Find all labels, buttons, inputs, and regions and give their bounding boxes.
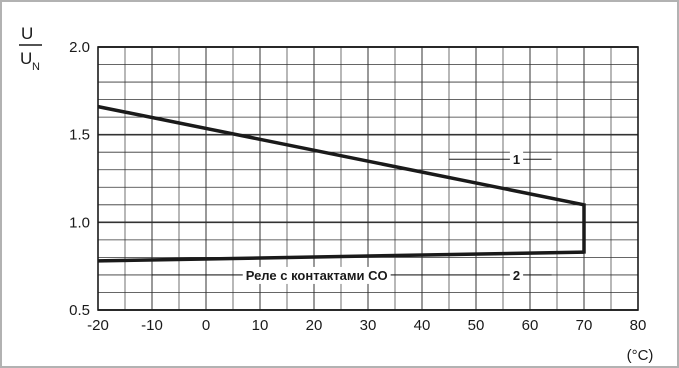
ylabel-bottom-subscript: N xyxy=(32,61,40,73)
annotation-label-2-bg xyxy=(509,266,524,284)
series-line-2 xyxy=(97,250,585,263)
annotation-label-co-bg xyxy=(242,266,391,284)
x-tick-label: 30 xyxy=(360,317,377,334)
y-tick-label: 2.0 xyxy=(69,39,90,56)
x-tick-label: 10 xyxy=(252,317,269,334)
x-unit-label: (°C) xyxy=(627,347,654,364)
x-tick-label: 0 xyxy=(202,317,210,334)
x-tick-label: 80 xyxy=(630,317,647,334)
axis-labels: U U N (°C) xyxy=(19,24,653,364)
ylabel-top: U xyxy=(21,24,33,43)
x-tick-label: 40 xyxy=(414,317,431,334)
x-tick-label: 60 xyxy=(522,317,539,334)
tick-labels: -20 -10 0 10 20 30 40 50 60 70 80 0.5 1.0 1.5 2.0 xyxy=(69,39,646,334)
annotation-label-co: Реле с контактами CO xyxy=(246,268,388,283)
x-tick-label: -20 xyxy=(87,317,109,334)
y-tick-label: 1.5 xyxy=(69,127,90,144)
annotation-label-1-bg xyxy=(509,151,524,169)
annotation-label-1: 1 xyxy=(513,152,520,167)
annotation-label-2: 2 xyxy=(513,268,520,283)
series-line-1 xyxy=(97,104,585,207)
y-tick-label: 0.5 xyxy=(69,302,90,319)
y-tick-label: 1.0 xyxy=(69,214,90,231)
annotations: 1 2 Реле с контактами CO xyxy=(242,151,524,284)
ylabel-bottom: U xyxy=(20,49,32,68)
plot-border xyxy=(97,46,639,311)
x-tick-label: 20 xyxy=(306,317,323,334)
x-tick-label: 70 xyxy=(576,317,593,334)
x-tick-label: -10 xyxy=(141,317,163,334)
x-tick-label: 50 xyxy=(468,317,485,334)
